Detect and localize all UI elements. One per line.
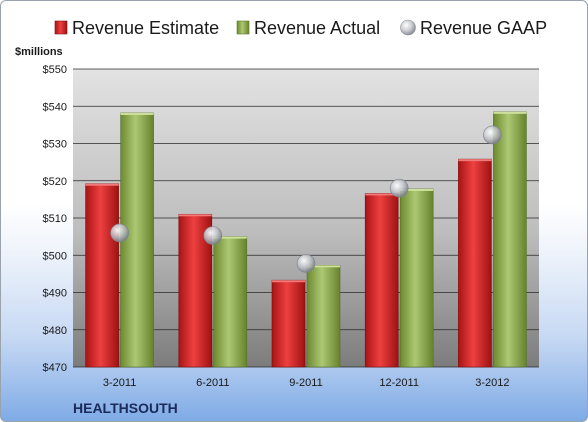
x-tick-label: 12-2011 (379, 377, 419, 389)
y-tick-label: $530 (43, 139, 67, 151)
x-tick-label: 3-2012 (475, 377, 509, 389)
x-tick-label: 3-2011 (103, 377, 136, 389)
bar-revenue-actual (399, 188, 434, 368)
bar-top-highlight (365, 193, 399, 196)
bar-revenue-estimate (364, 193, 399, 368)
marker-revenue-gaap (296, 254, 316, 273)
x-tick-label: 9-2011 (289, 377, 322, 389)
legend-swatch-gaap (400, 19, 416, 36)
y-axis-labels: $470 $480 $490 $500 $510 $520 $530 $540 $550 (43, 64, 67, 374)
legend-swatch-actual (236, 20, 250, 35)
legend-item-revenue-gaap: Revenue GAAP (400, 18, 547, 38)
legend-label-estimate: Revenue Estimate (72, 18, 219, 38)
y-tick-label: $490 (43, 288, 67, 300)
unit-label: $millions (15, 46, 63, 58)
bars (85, 111, 527, 368)
marker-revenue-gaap (203, 226, 223, 245)
legend-swatch-estimate (54, 20, 68, 35)
bar-revenue-actual (493, 111, 527, 368)
bar-top-highlight (85, 183, 119, 186)
bar-revenue-actual (306, 265, 341, 368)
bar-revenue-estimate (85, 183, 119, 368)
bar-revenue-estimate (458, 158, 492, 368)
legend-item-revenue-actual: Revenue Actual (236, 18, 380, 38)
bar-revenue-estimate (271, 279, 306, 368)
bar-top-highlight (213, 236, 247, 239)
y-tick-label: $540 (43, 101, 67, 113)
bar-revenue-actual (120, 112, 154, 368)
legend-label-gaap: Revenue GAAP (420, 18, 547, 38)
y-tick-label: $470 (43, 362, 67, 374)
bar-top-highlight (400, 188, 434, 191)
bar-top-highlight (458, 159, 492, 162)
company-label: HEALTHSOUTH (73, 400, 178, 416)
y-tick-label: $480 (43, 325, 67, 337)
marker-revenue-gaap (389, 178, 409, 198)
y-tick-label: $550 (43, 64, 67, 76)
x-axis-labels: 3-2011 6-2011 9-2011 12-2011 3-2012 (103, 377, 510, 389)
bar-top-highlight (120, 112, 154, 115)
marker-revenue-gaap (110, 223, 129, 243)
marker-revenue-gaap (483, 125, 502, 145)
bar-revenue-actual (213, 236, 248, 368)
bar-top-highlight (307, 265, 340, 268)
gaap-markers (110, 125, 502, 273)
y-tick-label: $520 (43, 176, 67, 188)
bar-top-highlight (272, 280, 305, 283)
bar-top-highlight (178, 214, 212, 217)
y-tick-label: $510 (43, 213, 67, 225)
legend-label-actual: Revenue Actual (254, 18, 380, 38)
legend-item-revenue-estimate: Revenue Estimate (54, 18, 219, 38)
legend: Revenue Estimate Revenue Actual Revenue … (54, 18, 547, 38)
x-tick-label: 6-2011 (196, 377, 229, 389)
bar-top-highlight (493, 111, 527, 114)
y-tick-label: $500 (43, 250, 67, 262)
